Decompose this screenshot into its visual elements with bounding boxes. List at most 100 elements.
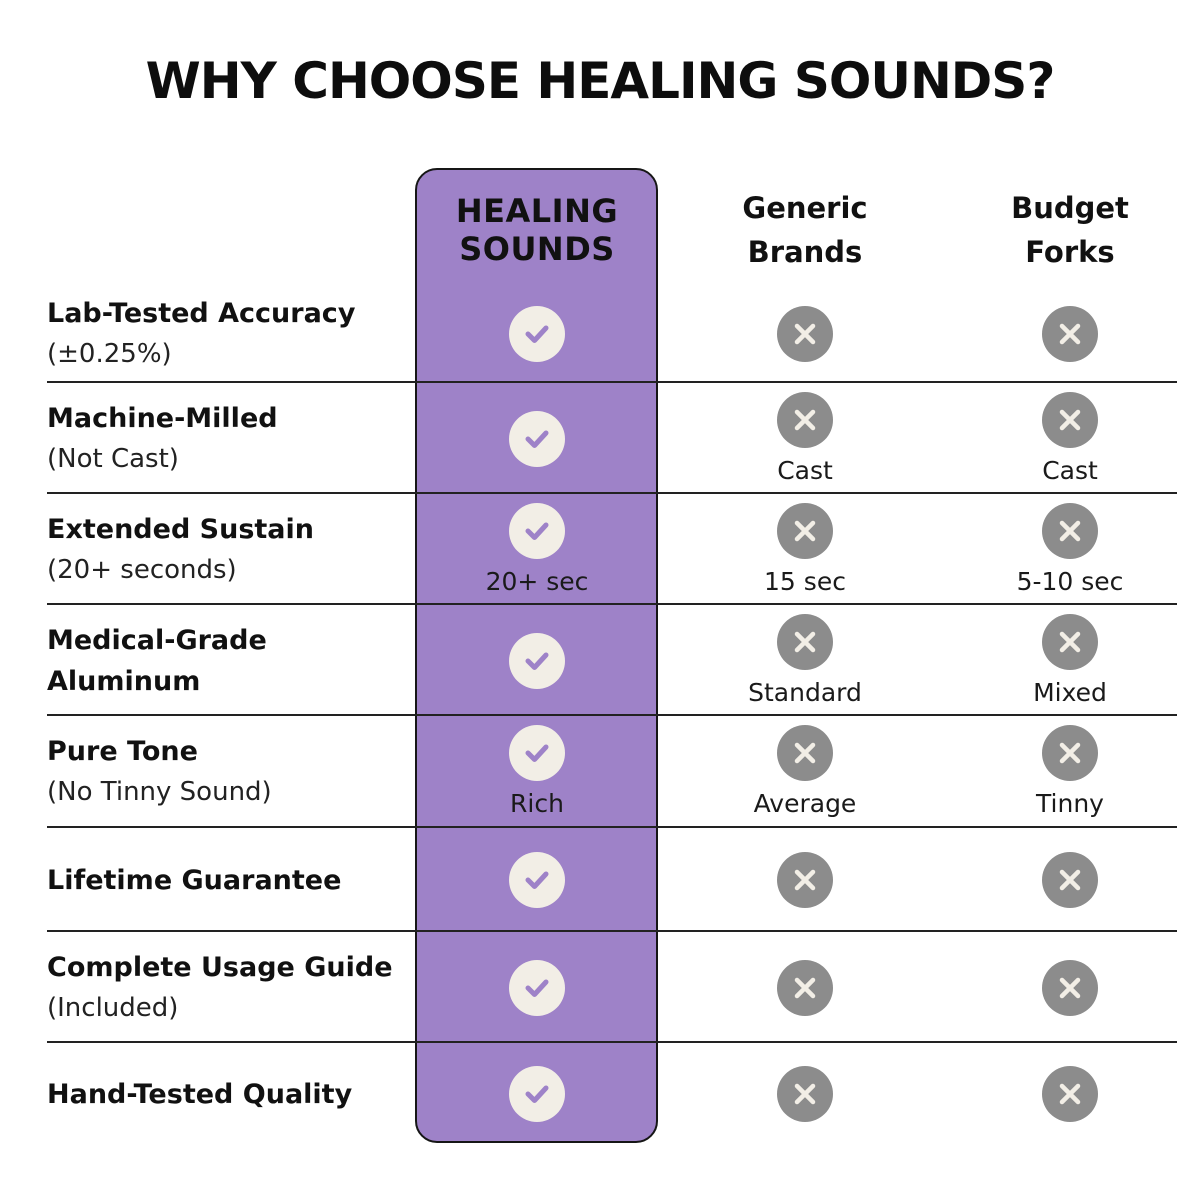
check-icon <box>509 632 565 689</box>
row-divider <box>47 714 1177 716</box>
table-row: Pure Tone (No Tinny Sound) Rich Average Tinn… <box>47 716 1177 828</box>
feature-subtext: (±0.25%) <box>47 339 172 369</box>
table-cell <box>407 828 667 932</box>
table-cell: 20+ sec <box>407 494 667 605</box>
feature-name: Medical-Grade <box>47 624 267 656</box>
column-header-line: Brands <box>747 235 863 269</box>
column-header-line: Generic <box>742 191 868 225</box>
row-divider <box>47 826 1177 828</box>
row-divider <box>47 1041 1177 1043</box>
table-cell <box>675 285 935 383</box>
table-cell: 15 sec <box>675 494 935 605</box>
feature-name: Lab-Tested Accuracy <box>47 298 356 329</box>
cell-note: 5-10 sec <box>1016 566 1124 596</box>
table-cell <box>407 1043 667 1145</box>
cross-icon <box>1042 391 1098 448</box>
table-cell: Mixed <box>940 605 1200 716</box>
cross-icon <box>1042 725 1098 781</box>
cross-icon <box>1042 306 1098 362</box>
table-row: Extended Sustain (20+ seconds) 20+ sec 15 s… <box>47 494 1177 605</box>
table-cell <box>675 828 935 932</box>
table-cell: Tinny <box>940 716 1200 828</box>
table-row: Machine-Milled (Not Cast) Cast Cast <box>47 383 1177 494</box>
check-icon <box>509 410 565 467</box>
feature-label: Medical-Grade Aluminum <box>47 605 417 716</box>
feature-subtext: (No Tinny Sound) <box>47 777 272 807</box>
row-divider <box>47 930 1177 932</box>
table-row: Complete Usage Guide (Included) <box>47 932 1177 1043</box>
feature-name: Machine-Milled <box>47 402 278 434</box>
feature-label: Extended Sustain (20+ seconds) <box>47 494 417 605</box>
cell-note: 15 sec <box>764 566 846 596</box>
cross-icon <box>1042 959 1098 1016</box>
check-icon <box>509 852 565 908</box>
table-row: Lab-Tested Accuracy (±0.25%) <box>47 285 1177 383</box>
table-cell <box>407 285 667 383</box>
column-header-generic-brands: Generic Brands <box>675 186 935 274</box>
table-cell <box>675 932 935 1043</box>
check-icon <box>509 306 565 362</box>
feature-subtext: (Not Cast) <box>47 443 179 474</box>
cell-note: Rich <box>510 789 564 818</box>
cell-note: Average <box>753 789 857 818</box>
cell-note: Mixed <box>1033 677 1107 707</box>
feature-name: Extended Sustain <box>47 513 315 545</box>
cell-note: Cast <box>1042 455 1098 485</box>
cross-icon <box>1042 852 1098 908</box>
feature-name: Pure Tone <box>47 736 198 767</box>
cross-icon <box>1042 502 1098 559</box>
feature-label: Hand-Tested Quality <box>47 1043 417 1145</box>
row-divider <box>47 381 1177 383</box>
cross-icon <box>777 502 833 559</box>
table-cell: Rich <box>407 716 667 828</box>
feature-subtext: (Included) <box>47 992 179 1023</box>
column-header-line: SOUNDS <box>459 230 615 268</box>
feature-subtext: (20+ seconds) <box>47 554 237 585</box>
cell-note: Standard <box>748 677 862 707</box>
table-cell <box>407 932 667 1043</box>
cross-icon <box>1042 1066 1098 1122</box>
table-cell: Cast <box>940 383 1200 494</box>
column-header-budget-forks: Budget Forks <box>940 186 1200 274</box>
cross-icon <box>777 391 833 448</box>
check-icon <box>509 1066 565 1122</box>
table-cell <box>940 828 1200 932</box>
check-icon <box>509 502 565 559</box>
cell-note: Cast <box>777 455 833 485</box>
table-cell: Standard <box>675 605 935 716</box>
table-cell <box>675 1043 935 1145</box>
feature-label: Lab-Tested Accuracy (±0.25%) <box>47 285 417 383</box>
cross-icon <box>777 959 833 1016</box>
feature-name: Lifetime Guarantee <box>47 864 342 896</box>
cross-icon <box>777 613 833 670</box>
cell-note: 20+ sec <box>485 566 589 596</box>
table-cell <box>407 383 667 494</box>
feature-label: Pure Tone (No Tinny Sound) <box>47 716 417 828</box>
check-icon <box>509 959 565 1016</box>
row-divider <box>47 603 1177 605</box>
cross-icon <box>777 306 833 362</box>
table-cell: Average <box>675 716 935 828</box>
table-cell <box>940 932 1200 1043</box>
row-divider <box>47 492 1177 494</box>
column-header-healing-sounds: HEALING SOUNDS <box>407 192 667 268</box>
feature-name: Hand-Tested Quality <box>47 1078 353 1110</box>
feature-label: Complete Usage Guide (Included) <box>47 932 417 1043</box>
table-cell <box>407 605 667 716</box>
check-icon <box>509 725 565 781</box>
page-title: WHY CHOOSE HEALING SOUNDS? <box>145 52 1056 110</box>
cross-icon <box>777 725 833 781</box>
column-header-line: Forks <box>1025 235 1115 269</box>
table-row: Lifetime Guarantee <box>47 828 1177 932</box>
table-row: Hand-Tested Quality <box>47 1043 1177 1145</box>
feature-label: Lifetime Guarantee <box>47 828 417 932</box>
feature-name: Complete Usage Guide <box>47 951 393 983</box>
feature-name-cont: Aluminum <box>47 665 201 697</box>
column-header-line: Budget <box>1011 191 1129 225</box>
table-row: Medical-Grade Aluminum Standard Mixed <box>47 605 1177 716</box>
feature-label: Machine-Milled (Not Cast) <box>47 383 417 494</box>
cell-note: Tinny <box>1036 789 1104 818</box>
cross-icon <box>777 1066 833 1122</box>
table-cell: Cast <box>675 383 935 494</box>
cross-icon <box>777 852 833 908</box>
